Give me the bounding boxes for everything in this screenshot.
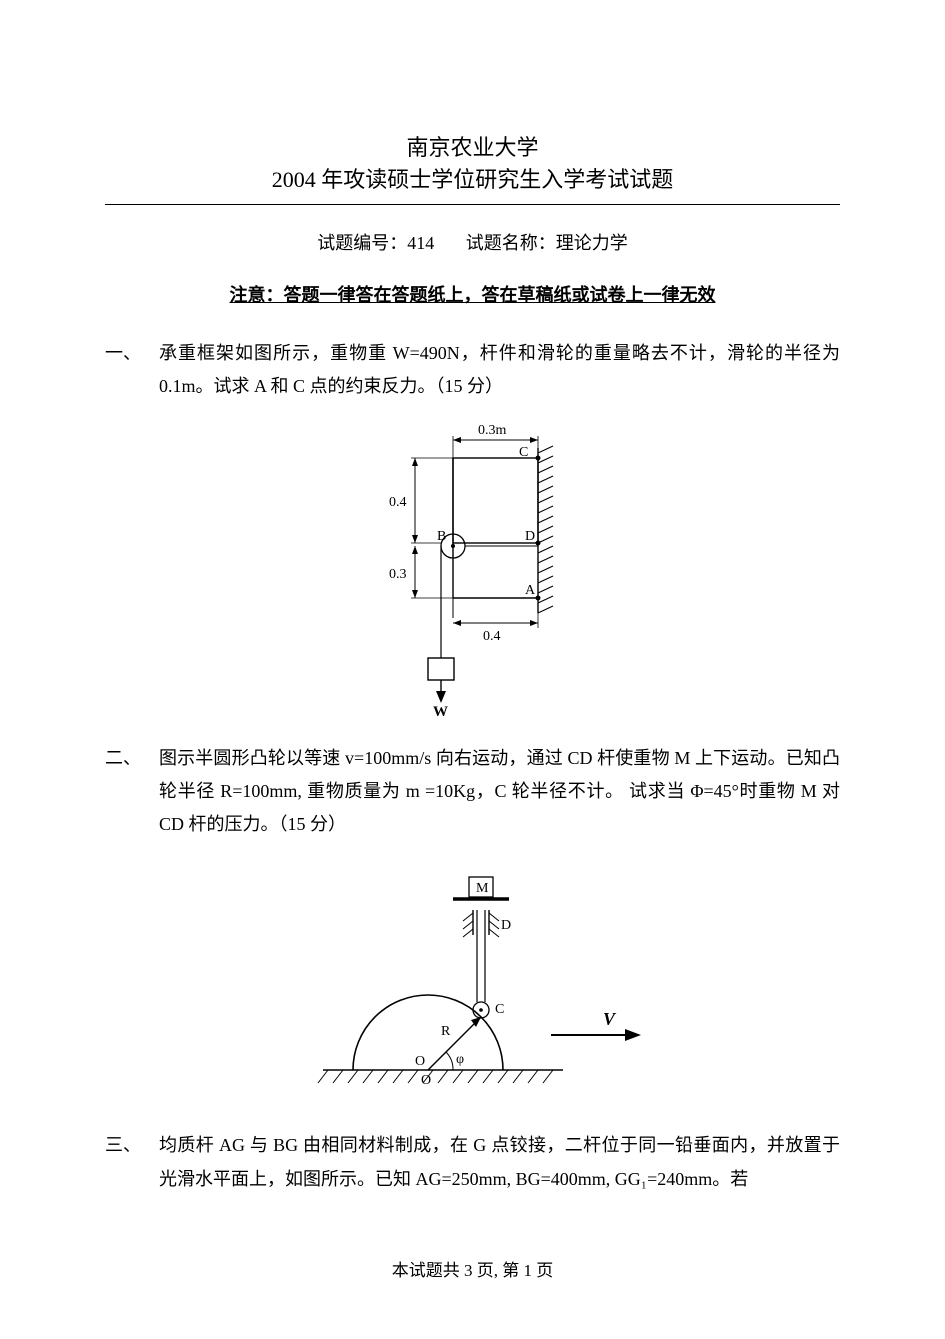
fig2-label-m: M bbox=[476, 881, 489, 896]
fig1-dim-04bot: 0.4 bbox=[483, 629, 501, 644]
code-label: 试题编号： bbox=[317, 233, 407, 253]
figure-2-diagram: O O R φ C D M bbox=[263, 855, 683, 1105]
fig2-label-c: C bbox=[495, 1002, 504, 1017]
q2-text: 图示半圆形凸轮以等速 v=100mm/s 向右运动，通过 CD 杆使重物 M 上… bbox=[159, 742, 840, 842]
guide-hatch-icon bbox=[463, 910, 499, 937]
q1-text: 承重框架如图所示，重物重 W=490N，杆件和滑轮的重量略去不计，滑轮的半径为 … bbox=[159, 337, 840, 404]
q3-number: 三、 bbox=[105, 1129, 159, 1196]
university-name: 南京农业大学 bbox=[105, 130, 840, 165]
fig2-label-phi: φ bbox=[456, 1052, 464, 1067]
fig1-label-b: B bbox=[437, 529, 446, 544]
fig2-label-d: D bbox=[501, 918, 511, 933]
wall-hatch-icon bbox=[538, 446, 553, 613]
figure-1-wrap: W 0.3m 0.4 0.3 0.4 B C D A bbox=[105, 418, 840, 718]
fig1-label-c: C bbox=[519, 445, 528, 460]
name-label: 试题名称： bbox=[466, 233, 556, 253]
exam-title: 2004 年攻读硕士学位研究生入学考试试题 bbox=[105, 165, 840, 196]
page-footer: 本试题共 3 页, 第 1 页 bbox=[0, 1256, 945, 1281]
fig2-label-r: R bbox=[441, 1024, 451, 1039]
figure-2-wrap: O O R φ C D M bbox=[105, 855, 840, 1105]
ground-hatch-icon bbox=[318, 1070, 553, 1083]
document-header: 南京农业大学 2004 年攻读硕士学位研究生入学考试试题 bbox=[105, 130, 840, 196]
fig1-dim-03mid: 0.3 bbox=[389, 567, 407, 582]
question-1: 一、 承重框架如图所示，重物重 W=490N，杆件和滑轮的重量略去不计，滑轮的半… bbox=[105, 337, 840, 404]
fig1-label-a: A bbox=[525, 583, 536, 598]
question-2: 二、 图示半圆形凸轮以等速 v=100mm/s 向右运动，通过 CD 杆使重物 … bbox=[105, 742, 840, 842]
fig1-dim-04top: 0.4 bbox=[389, 495, 407, 510]
fig1-label-w: W bbox=[433, 704, 448, 718]
fig1-label-d: D bbox=[525, 529, 535, 544]
q3-text: 均质杆 AG 与 BG 由相同材料制成，在 G 点铰接，二杆位于同一铅垂面内，并… bbox=[159, 1129, 840, 1196]
notice-text: 注意：答题一律答在答题纸上，答在草稿纸或试卷上一律无效 bbox=[105, 281, 840, 307]
fig1-dim-03m: 0.3m bbox=[478, 423, 507, 438]
exam-meta: 试题编号：414 试题名称：理论力学 bbox=[105, 229, 840, 255]
question-3: 三、 均质杆 AG 与 BG 由相同材料制成，在 G 点铰接，二杆位于同一铅垂面… bbox=[105, 1129, 840, 1196]
name-value: 理论力学 bbox=[556, 233, 628, 253]
fig2-label-v: V bbox=[603, 1009, 617, 1029]
figure-1-diagram: W 0.3m 0.4 0.3 0.4 B C D A bbox=[333, 418, 613, 718]
q2-number: 二、 bbox=[105, 742, 159, 842]
fig2-label-o2: O bbox=[415, 1054, 425, 1069]
header-rule bbox=[105, 204, 840, 205]
q1-number: 一、 bbox=[105, 337, 159, 404]
code-value: 414 bbox=[407, 233, 434, 253]
fig2-label-o: O bbox=[421, 1073, 431, 1088]
